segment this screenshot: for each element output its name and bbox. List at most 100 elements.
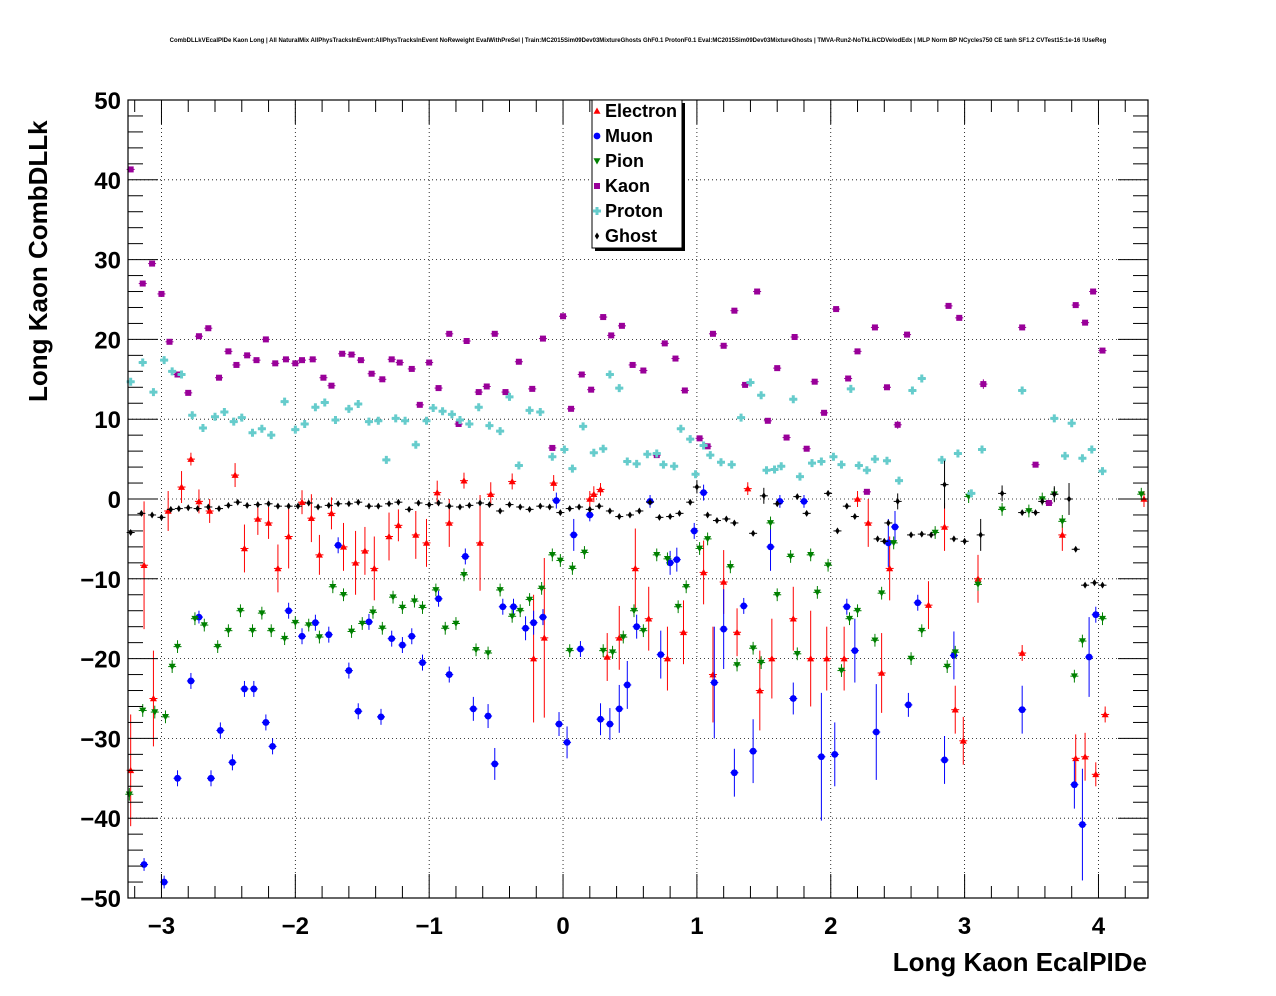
data-point: [803, 445, 810, 452]
data-point: [149, 388, 158, 397]
data-point: [563, 738, 571, 746]
data-point: [160, 356, 169, 365]
x-tick-label: −2: [282, 913, 309, 940]
data-point: [846, 384, 855, 393]
data-point: [1052, 490, 1057, 498]
data-point: [1070, 673, 1078, 680]
data-point: [325, 631, 333, 639]
data-point: [632, 459, 641, 468]
data-point: [438, 407, 447, 416]
y-tick-label: 30: [94, 248, 121, 275]
data-point: [358, 620, 366, 627]
data-point: [726, 564, 734, 571]
data-point: [329, 583, 337, 591]
data-point: [890, 540, 898, 547]
data-point: [185, 389, 192, 396]
data-point: [265, 519, 273, 526]
data-point: [606, 720, 614, 728]
data-point: [588, 386, 595, 393]
data-point: [187, 455, 195, 462]
data-point: [248, 627, 256, 635]
data-point: [229, 417, 238, 426]
legend-label-proton: Proton: [605, 201, 663, 221]
data-point: [139, 707, 147, 714]
data-point: [886, 564, 894, 572]
data-point: [540, 634, 548, 641]
data-point: [956, 314, 963, 321]
data-point: [305, 622, 313, 629]
data-point: [547, 503, 552, 511]
data-point: [236, 607, 244, 615]
x-tick-label: −1: [415, 913, 442, 940]
data-point: [446, 330, 453, 337]
data-point: [345, 667, 353, 674]
data-point: [686, 435, 695, 444]
data-point: [615, 634, 623, 641]
data-point: [864, 519, 872, 526]
data-point: [267, 431, 276, 440]
data-point: [672, 355, 679, 362]
data-point: [334, 541, 342, 549]
data-point: [211, 412, 220, 421]
data-point: [757, 391, 766, 400]
data-point: [775, 500, 780, 508]
data-point: [716, 458, 725, 467]
data-point: [558, 509, 563, 517]
data-point: [548, 452, 557, 461]
data-point: [1018, 649, 1026, 656]
data-point: [388, 635, 396, 643]
data-point: [597, 485, 605, 493]
data-point: [441, 625, 449, 632]
data-point: [552, 497, 560, 504]
data-point: [299, 357, 306, 364]
data-point: [127, 166, 134, 173]
data-point: [1067, 419, 1076, 428]
y-tick-label: 50: [94, 88, 121, 115]
data-point: [924, 601, 932, 608]
legend-marker-proton: [593, 207, 601, 215]
data-point: [254, 515, 262, 522]
data-point: [348, 351, 355, 358]
data-point: [475, 389, 482, 396]
data-point: [244, 501, 250, 509]
data-point: [432, 587, 440, 594]
data-point: [174, 371, 181, 378]
data-point: [904, 331, 911, 338]
data-point: [158, 290, 165, 297]
data-point: [795, 472, 804, 481]
data-point: [730, 769, 738, 777]
data-point: [487, 501, 492, 509]
data-point: [312, 619, 319, 627]
legend-label-pion: Pion: [605, 151, 644, 171]
data-point: [967, 489, 976, 498]
data-point: [681, 387, 688, 394]
data-point: [237, 413, 246, 422]
grid-lines: [128, 99, 1148, 899]
data-point: [657, 651, 665, 659]
data-point: [1058, 531, 1066, 538]
y-tick-label: −20: [80, 647, 121, 674]
data-point: [291, 619, 299, 627]
data-point: [700, 489, 707, 497]
data-point: [908, 531, 914, 539]
data-point: [854, 495, 862, 502]
data-point: [1078, 638, 1086, 645]
data-point: [696, 545, 704, 552]
data-point: [216, 374, 223, 381]
data-point: [410, 598, 418, 605]
data-point: [623, 681, 631, 689]
data-point: [224, 627, 232, 635]
data-point: [499, 603, 507, 611]
data-point: [851, 647, 859, 655]
data-point: [298, 632, 306, 640]
legend: Electron Muon Pion Kaon Proton Ghost: [591, 99, 685, 251]
data-point: [829, 452, 838, 461]
series-ghost: [126, 460, 1107, 589]
data-point: [733, 662, 741, 669]
data-point: [762, 466, 771, 475]
data-point: [800, 497, 808, 505]
data-point: [348, 628, 356, 635]
legend-label-electron: Electron: [605, 101, 677, 121]
data-point: [168, 367, 177, 376]
data-point: [941, 756, 948, 764]
